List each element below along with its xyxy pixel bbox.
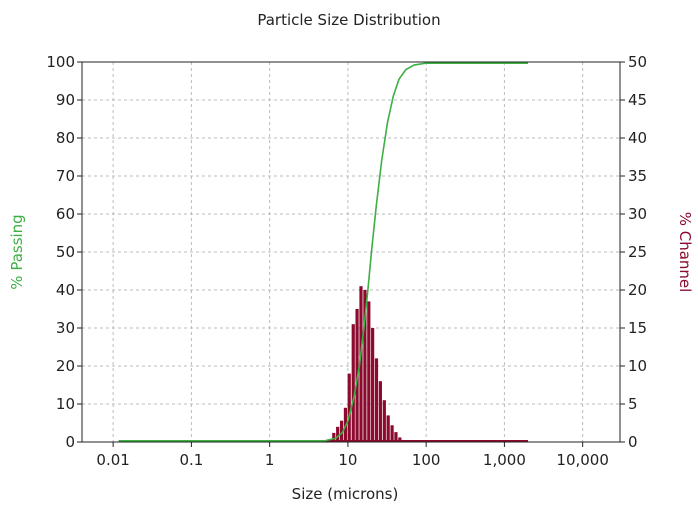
y-left-tick-label: 50 <box>56 243 75 261</box>
channel-bar <box>378 381 382 442</box>
channel-bar <box>339 420 344 442</box>
grid <box>82 62 620 442</box>
y-left-tick-label: 100 <box>46 53 75 71</box>
x-tick-label: 10,000 <box>556 451 609 469</box>
channel-bar <box>351 324 355 442</box>
channel-bar <box>336 426 340 442</box>
y-right-tick-label: 35 <box>628 167 647 185</box>
y-left-tick-label: 90 <box>56 91 75 109</box>
channel-bar <box>386 415 390 442</box>
channel-bar <box>371 328 375 442</box>
x-tick-label: 0.1 <box>179 451 203 469</box>
x-tick-label: 0.01 <box>96 451 129 469</box>
channel-bar <box>390 425 394 442</box>
y-left-tick-label: 70 <box>56 167 75 185</box>
y-right-tick-label: 40 <box>628 129 647 147</box>
y-right-tick-label: 15 <box>628 319 647 337</box>
channel-bar <box>359 286 363 442</box>
x-tick-label: 1 <box>265 451 275 469</box>
y-left-tick-label: 0 <box>65 433 75 451</box>
x-tick-label: 1,000 <box>483 451 526 469</box>
channel-bar <box>367 301 371 442</box>
x-tick-label: 10 <box>338 451 357 469</box>
y-left-tick-label: 40 <box>56 281 75 299</box>
channel-bar <box>394 432 398 442</box>
channel-bar <box>402 440 406 442</box>
y-right-tick-label: 10 <box>628 357 647 375</box>
channel-bar <box>332 432 336 442</box>
channel-bars <box>118 286 528 442</box>
y-right-tick-label: 5 <box>628 395 638 413</box>
channel-bar <box>363 290 367 442</box>
chart-title: Particle Size Distribution <box>257 11 440 29</box>
y-left-axis-label: % Passing <box>8 214 26 289</box>
channel-bar <box>374 358 379 442</box>
y-left-tick-label: 80 <box>56 129 75 147</box>
y-right-tick-label: 25 <box>628 243 647 261</box>
channel-bar <box>347 373 351 442</box>
y-left-tick-label: 10 <box>56 395 75 413</box>
y-left-ticks: 0 10 20 30 40 50 60 70 80 90 100 <box>46 53 82 451</box>
x-axis-label: Size (microns) <box>292 485 399 503</box>
y-left-tick-label: 60 <box>56 205 75 223</box>
x-tick-label: 100 <box>412 451 441 469</box>
y-right-axis-label: % Channel <box>676 212 694 293</box>
passing-curve <box>118 62 528 442</box>
y-left-tick-label: 20 <box>56 357 75 375</box>
y-right-tick-label: 45 <box>628 91 647 109</box>
channel-bar <box>398 437 402 442</box>
y-left-tick-label: 30 <box>56 319 75 337</box>
y-right-tick-label: 30 <box>628 205 647 223</box>
channel-bar <box>328 439 332 442</box>
y-right-tick-label: 20 <box>628 281 647 299</box>
y-right-ticks: 0 5 10 15 20 25 30 35 40 45 50 <box>620 53 647 451</box>
x-ticks: 0.01 0.1 1 10 100 1,000 10,000 <box>96 442 609 469</box>
y-right-tick-label: 50 <box>628 53 647 71</box>
y-right-tick-label: 0 <box>628 433 638 451</box>
channel-bar <box>382 400 386 442</box>
